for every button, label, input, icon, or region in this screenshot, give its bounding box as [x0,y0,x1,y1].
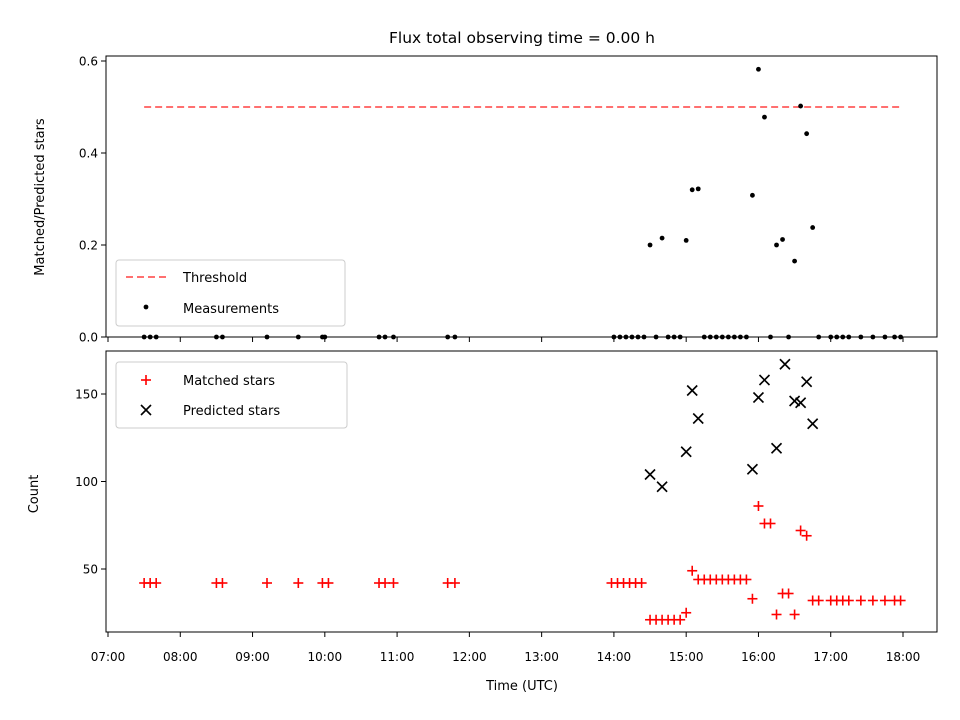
y-tick-label: 0.6 [79,55,98,69]
measurement-point [810,225,816,230]
measurement-point [804,131,810,137]
x-tick-label: 10:00 [308,650,343,664]
bottom-legend: Matched stars Predicted stars [115,361,348,429]
x-tick-label: 13:00 [524,650,559,664]
bottom-plot-area [139,358,906,625]
matched-star-point [855,595,866,606]
matched-star-point [813,595,824,606]
chart-title: Flux total observing time = 0.00 h [389,29,655,47]
predicted-star-point [656,481,668,493]
predicted-star-point [686,384,698,397]
measurement-point [647,242,653,248]
y-tick-label: 50 [83,563,98,577]
matched-star-point [636,578,647,588]
predicted-star-point [795,397,807,409]
y-tick-label: 0.2 [79,239,98,253]
measurement-point [750,192,755,198]
top-y-axis: 0.0 0.2 0.4 0.6 [79,55,106,345]
matched-star-point [753,501,764,511]
matched-star-point [675,614,686,625]
predicted-star-point [746,463,758,475]
top-x-axis [107,337,904,342]
legend-matched-swatch [141,375,151,385]
measurement-point [689,187,695,193]
top-y-axis-label: Matched/Predicted stars [33,118,48,276]
matched-star-point [843,595,854,606]
measurement-point [780,237,785,242]
x-axis-label: Time (UTC) [485,679,558,694]
matched-star-point [388,578,399,588]
matched-star-point [765,518,776,529]
matched-star-point [895,595,906,606]
measurement-point [762,114,767,120]
matched-star-point [217,578,228,588]
x-tick-label: 18:00 [886,650,921,664]
legend-matched-label: Matched stars [183,374,275,389]
measurement-point [756,66,761,72]
matched-star-point [687,565,698,576]
measurement-point [683,238,689,243]
predicted-star-point [807,418,819,430]
matched-star-point [380,578,391,588]
measurement-point [798,103,804,109]
top-axes-frame [105,55,938,338]
bottom-panel: 50 100 150 07:00 08:00 09:00 10:00 11:00 12:00 1… [27,350,938,694]
predicted-star-point [752,391,765,404]
x-tick-label: 12:00 [452,650,487,664]
predicted-star-point [692,412,704,425]
predicted-star-point [801,376,813,388]
matched-star-point [747,593,758,604]
matched-star-point [293,578,304,588]
x-tick-label: 17:00 [813,650,848,664]
matched-star-point [789,609,800,620]
y-tick-label: 100 [75,475,98,489]
bottom-axes-frame [105,350,938,633]
legend-measurements-label: Measurements [183,302,279,317]
predicted-star-point [770,442,783,454]
measurement-point [659,235,665,241]
matched-star-point [741,574,752,585]
bottom-x-axis: 07:00 08:00 09:00 10:00 11:00 12:00 13:00 14:00… [91,632,921,664]
top-panel: 0.0 0.2 0.4 0.6 Matched/Predicted stars Thr… [33,55,938,345]
matched-star-point [783,588,794,599]
y-tick-label: 0.0 [79,331,98,345]
x-tick-label: 09:00 [235,650,270,664]
matched-star-point [262,578,272,588]
x-tick-label: 11:00 [380,650,415,664]
x-tick-label: 14:00 [597,650,632,664]
matched-star-point [681,607,692,618]
matched-star-point [879,595,890,606]
matched-star-point [801,530,812,541]
matched-star-point [151,578,162,588]
x-tick-label: 07:00 [91,650,126,664]
measurement-point [774,242,779,248]
x-tick-label: 15:00 [669,650,704,664]
bottom-y-axis: 50 100 150 [75,388,106,577]
predicted-star-point [758,374,771,386]
matched-star-point [867,595,878,606]
measurement-point [792,258,797,264]
top-legend: Threshold Measurements [115,259,346,327]
legend-predicted-label: Predicted stars [183,404,280,419]
matched-star-point [449,578,460,588]
y-tick-label: 150 [75,388,98,402]
legend-threshold-label: Threshold [182,271,247,286]
predicted-star-point [680,446,692,458]
matched-star-point [795,525,806,536]
matched-star-point [323,578,334,588]
bottom-y-axis-label: Count [27,475,42,514]
y-tick-label: 0.4 [79,147,98,161]
predicted-star-point [779,358,791,370]
measurement-point [695,186,701,192]
matched-star-point [771,609,782,620]
x-tick-label: 16:00 [741,650,776,664]
predicted-star-point [644,468,656,481]
legend-predicted-swatch [140,404,152,416]
x-tick-label: 08:00 [163,650,198,664]
legend-measurements-swatch [143,304,149,310]
